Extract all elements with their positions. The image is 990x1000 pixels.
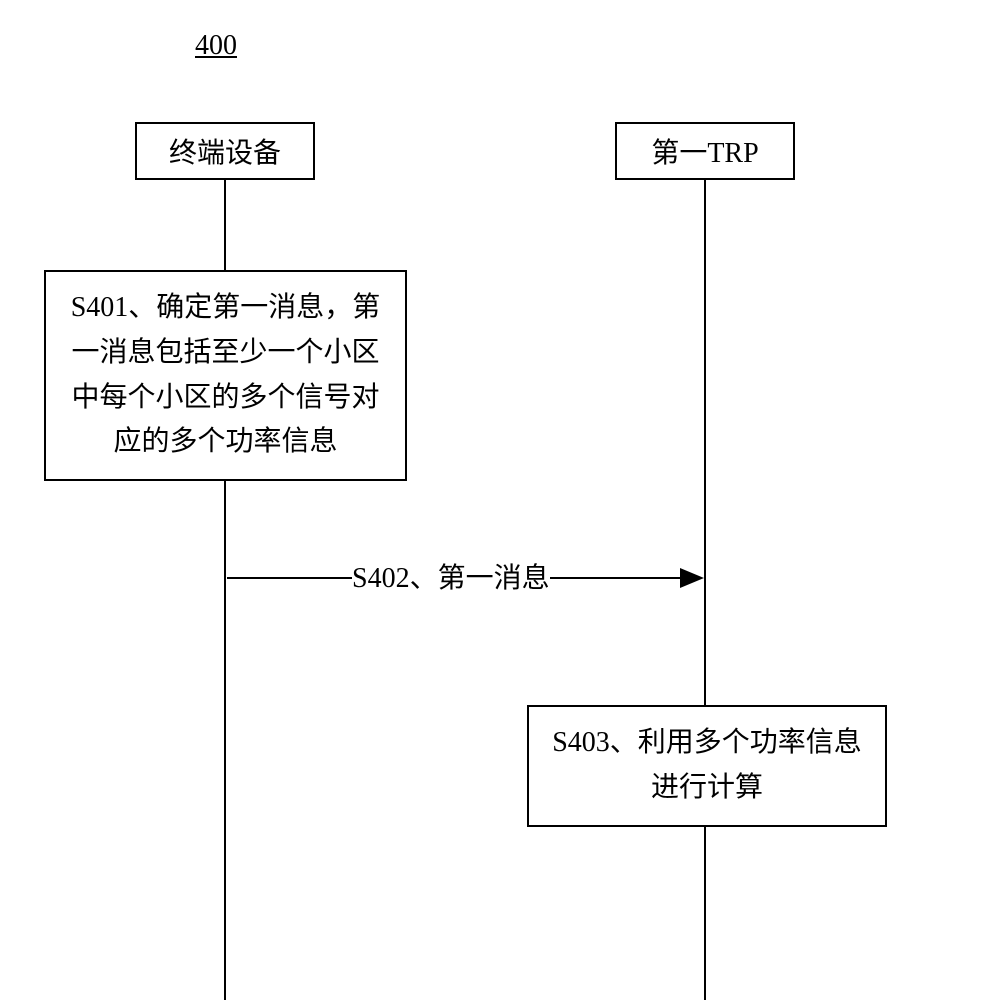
s401-line4: 应的多个功率信息 xyxy=(113,426,337,457)
lifeline-right xyxy=(704,180,706,1000)
sequence-diagram: { "figure": { "number": "400", "font_siz… xyxy=(0,0,990,1000)
s401-line1: S401、确定第一消息，第 xyxy=(71,292,381,323)
arrow-s402-head xyxy=(680,568,704,588)
actor-terminal-device: 终端设备 xyxy=(135,122,315,180)
s403-line1: S403、利用多个功率信息 xyxy=(552,727,862,758)
figure-number: 400 xyxy=(195,30,237,62)
actor-left-label: 终端设备 xyxy=(169,131,281,171)
s401-line3: 中每个小区的多个信号对 xyxy=(71,382,379,413)
s401-line2: 一消息包括至少一个小区 xyxy=(71,337,379,368)
step-s403: S403、利用多个功率信息 进行计算 xyxy=(527,705,887,827)
step-s401: S401、确定第一消息，第 一消息包括至少一个小区 中每个小区的多个信号对 应的… xyxy=(44,270,407,481)
actor-first-trp: 第一TRP xyxy=(615,122,795,180)
actor-right-label: 第一TRP xyxy=(651,131,758,171)
arrow-s402-label: S402、第一消息 xyxy=(352,556,550,596)
s403-line2: 进行计算 xyxy=(651,772,763,803)
